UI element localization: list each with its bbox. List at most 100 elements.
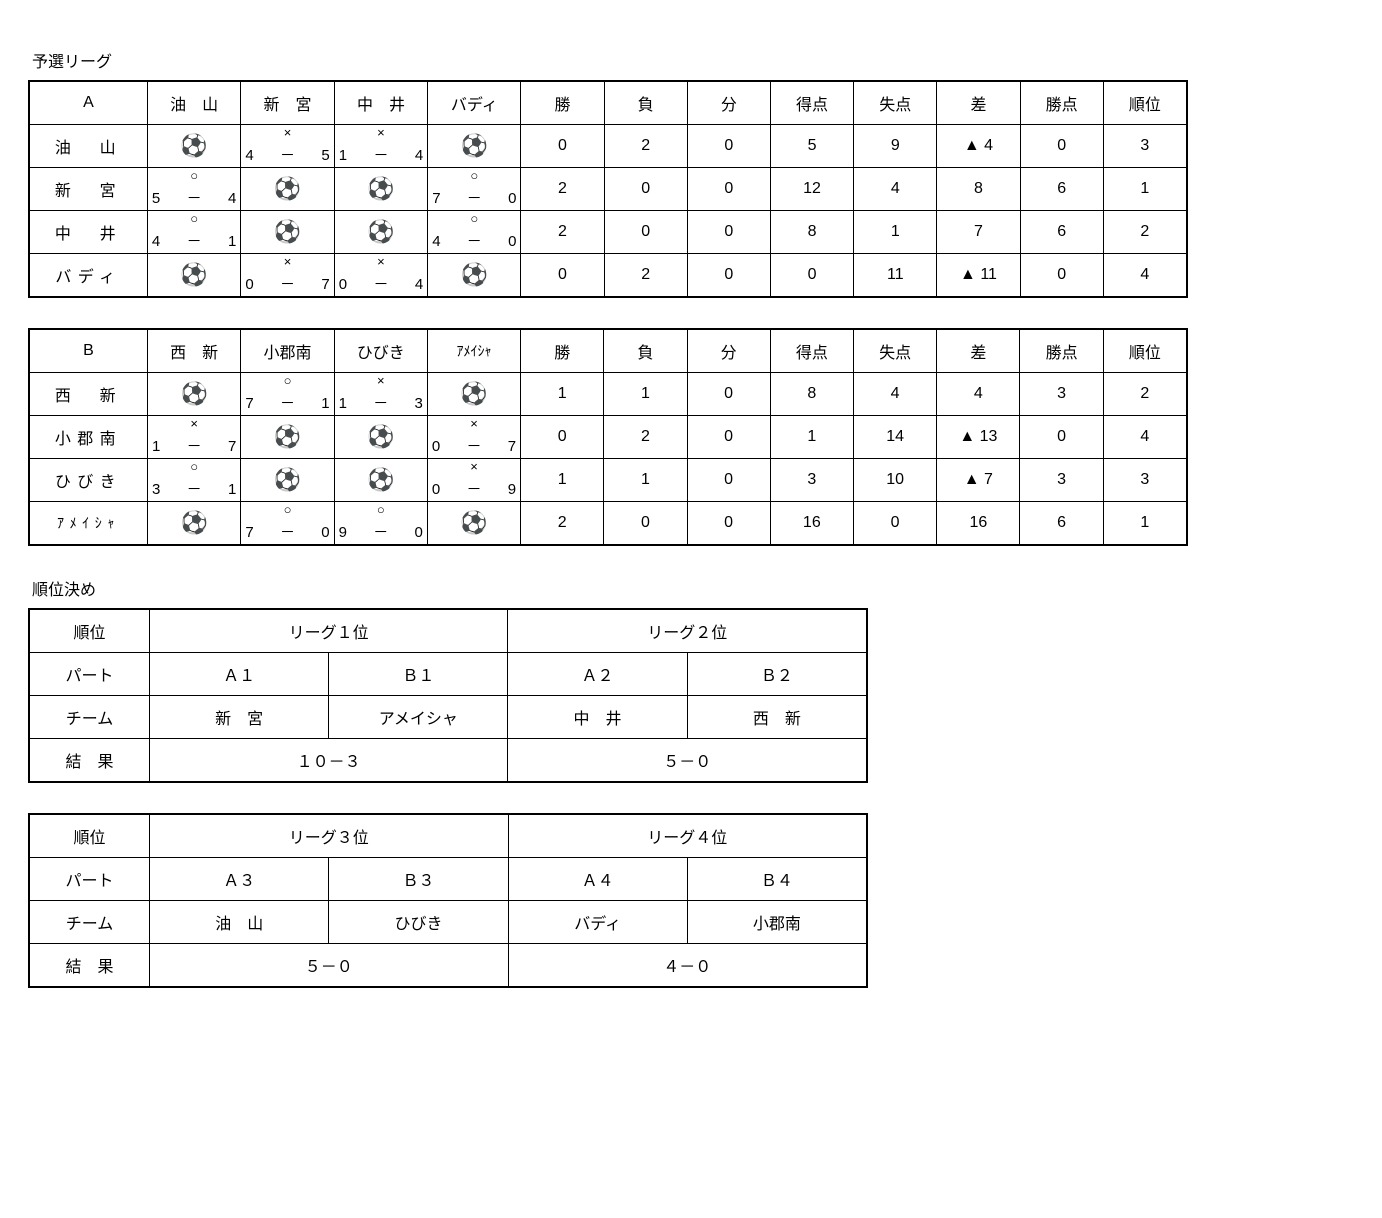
stat-cell-diff: ▲ 13 <box>937 416 1020 459</box>
result-mark: × <box>148 417 240 430</box>
stat-header-win: 勝 <box>521 329 604 373</box>
playoff-part-cell: Ｂ１ <box>329 653 508 696</box>
playoff-label-team: チーム <box>29 696 149 739</box>
stat-cell-rank: 4 <box>1103 254 1187 298</box>
stat-header-gf: 得点 <box>770 81 853 125</box>
stat-header-rank: 順位 <box>1103 329 1187 373</box>
match-cell: ×1－3 <box>334 373 427 416</box>
result-mark: ○ <box>428 212 520 225</box>
match-cell: × 0－7 <box>427 416 520 459</box>
stat-cell-rank: 1 <box>1103 502 1187 546</box>
playoff-label-result: 結 果 <box>29 739 149 783</box>
stat-cell-win: 2 <box>521 168 604 211</box>
playoff-label-part: パート <box>29 858 150 901</box>
team-header: 西 新 <box>147 329 240 373</box>
playoff-title-left: リーグ１位 <box>149 609 507 653</box>
result-mark: × <box>241 255 333 268</box>
stat-cell-diff: ▲ 4 <box>937 125 1020 168</box>
result-mark: × <box>428 417 520 430</box>
result-mark: ○ <box>428 169 520 182</box>
playoff-table: 順位リーグ３位リーグ４位パートＡ３Ｂ３Ａ４Ｂ４チーム油 山ひびきバディ小郡南結 … <box>28 813 868 988</box>
playoff-team-cell: 小郡南 <box>687 901 867 944</box>
team-header: 新 宮 <box>241 81 334 125</box>
playoff-result-right: ４－０ <box>508 944 867 988</box>
score-line: 0－9 <box>432 478 516 499</box>
match-cell: ⚽ <box>241 459 334 502</box>
stat-cell-gf: 5 <box>770 125 853 168</box>
score-line: 4－1 <box>152 230 236 251</box>
soccer-ball-icon: ⚽ <box>274 219 301 244</box>
stat-header-gf: 得点 <box>770 329 853 373</box>
match-cell: ⚽ <box>334 459 427 502</box>
playoff-title: 順位決め <box>32 576 1370 600</box>
result-mark: ○ <box>148 169 240 182</box>
playoff-label-rank: 順位 <box>29 609 149 653</box>
match-cell: ⚽ <box>241 211 334 254</box>
table-row: 中 井○4－1⚽⚽○4－020081762 <box>29 211 1187 254</box>
match-cell: ○ 5－4 <box>147 168 240 211</box>
stat-cell-draw: 0 <box>687 416 770 459</box>
team-header: 中 井 <box>334 81 427 125</box>
table-row: バディ⚽×0－7×0－4⚽020011▲ 1104 <box>29 254 1187 298</box>
playoff-team-cell: 中 井 <box>508 696 687 739</box>
stat-cell-loss: 2 <box>604 254 687 298</box>
stat-cell-diff: 7 <box>937 211 1020 254</box>
team-name-cell: 西 新 <box>29 373 147 416</box>
playoffs-container: 順位リーグ１位リーグ２位パートＡ１Ｂ１Ａ２Ｂ２チーム新 宮アメイシャ中 井西 新… <box>28 608 1370 988</box>
soccer-ball-icon: ⚽ <box>461 133 488 158</box>
stat-header-rank: 順位 <box>1103 81 1187 125</box>
stat-header-win: 勝 <box>521 81 604 125</box>
playoff-part-cell: Ｂ３ <box>329 858 508 901</box>
stat-cell-win: 2 <box>521 502 604 546</box>
soccer-ball-icon: ⚽ <box>367 219 394 244</box>
soccer-ball-icon: ⚽ <box>274 467 301 492</box>
stat-cell-gf: 8 <box>770 211 853 254</box>
score-line: 5－4 <box>152 187 236 208</box>
stat-header-loss: 負 <box>604 329 687 373</box>
match-cell: ⚽ <box>334 416 427 459</box>
match-cell: ×0－9 <box>427 459 520 502</box>
team-header: 油 山 <box>147 81 240 125</box>
score-line: 4－0 <box>432 230 516 251</box>
match-cell: ×0－4 <box>334 254 427 298</box>
stat-cell-pts: 6 <box>1020 502 1103 546</box>
stat-cell-gf: 0 <box>770 254 853 298</box>
stat-cell-draw: 0 <box>687 459 770 502</box>
stat-cell-pts: 6 <box>1020 168 1103 211</box>
score-line: 0－7 <box>432 435 516 456</box>
result-mark: ○ <box>148 212 240 225</box>
match-cell: ○7－0 <box>241 502 334 546</box>
score-line: 4－5 <box>245 144 329 165</box>
stat-cell-loss: 1 <box>604 373 687 416</box>
playoff-result-right: ５－０ <box>508 739 867 783</box>
stat-cell-draw: 0 <box>687 125 770 168</box>
score-line: 0－4 <box>339 273 423 294</box>
stat-cell-gf: 3 <box>770 459 853 502</box>
stat-cell-win: 1 <box>521 459 604 502</box>
stat-header-draw: 分 <box>687 81 770 125</box>
stat-cell-diff: 4 <box>937 373 1020 416</box>
score-line: 9－0 <box>339 521 423 542</box>
stat-cell-ga: 9 <box>854 125 937 168</box>
score-line: 7－0 <box>432 187 516 208</box>
playoff-team-cell: 西 新 <box>687 696 867 739</box>
match-cell: ⚽ <box>147 373 240 416</box>
soccer-ball-icon: ⚽ <box>460 510 487 535</box>
stat-cell-diff: 16 <box>937 502 1020 546</box>
match-cell: ⚽ <box>428 125 521 168</box>
group-name-header: A <box>29 81 147 125</box>
playoff-part-cell: Ｂ２ <box>687 653 867 696</box>
table-row: 新 宮○5－4⚽⚽○7－0200124861 <box>29 168 1187 211</box>
match-cell: ○ 7－0 <box>428 168 521 211</box>
playoff-part-cell: Ａ３ <box>150 858 329 901</box>
stat-cell-ga: 11 <box>854 254 937 298</box>
match-cell: ⚽ <box>147 254 240 298</box>
stat-cell-ga: 14 <box>853 416 936 459</box>
result-mark: × <box>335 126 427 139</box>
soccer-ball-icon: ⚽ <box>367 176 394 201</box>
league-table: A油 山新 宮中 井バディ勝負分得点失点差勝点順位油 山⚽×4－5×1－4⚽02… <box>28 80 1188 298</box>
team-header: 小郡南 <box>241 329 334 373</box>
table-row: ひびき○3－1⚽⚽×0－9110310▲ 733 <box>29 459 1187 502</box>
stat-cell-pts: 6 <box>1020 211 1103 254</box>
match-cell: ⚽ <box>241 416 334 459</box>
